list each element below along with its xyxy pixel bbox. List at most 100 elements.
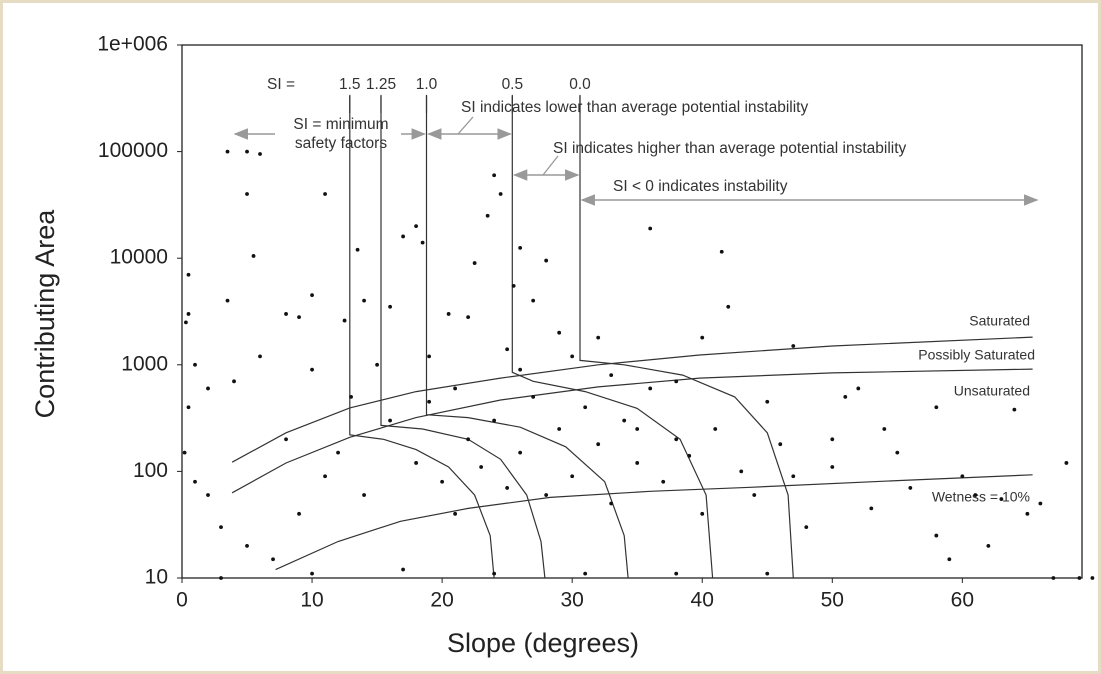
point: [674, 379, 678, 383]
x-tick-label: 60: [951, 589, 974, 612]
point: [544, 493, 548, 497]
annotation: Unsaturated: [954, 383, 1030, 399]
y-tick-label: 1000: [121, 352, 168, 375]
point: [908, 486, 912, 490]
point: [791, 474, 795, 478]
point: [427, 354, 431, 358]
point: [284, 437, 288, 441]
point: [245, 150, 249, 154]
point: [674, 572, 678, 576]
point: [245, 192, 249, 196]
point: [1012, 408, 1016, 412]
point: [492, 419, 496, 423]
point: [570, 474, 574, 478]
point: [570, 354, 574, 358]
point: [323, 474, 327, 478]
point: [245, 544, 249, 548]
point: [1064, 461, 1068, 465]
point: [713, 427, 717, 431]
point: [414, 461, 418, 465]
point: [882, 427, 886, 431]
x-tick-label: 50: [821, 589, 844, 612]
point: [947, 557, 951, 561]
y-tick-label: 10: [145, 566, 168, 589]
point: [343, 319, 347, 323]
annotation: safety factors: [295, 135, 387, 152]
curve-label: 0.5: [502, 76, 524, 93]
x-tick-label: 40: [691, 589, 714, 612]
curve-label: 0.0: [569, 76, 591, 93]
point: [226, 150, 230, 154]
point: [271, 557, 275, 561]
point: [557, 427, 561, 431]
point: [895, 451, 899, 455]
curve: [381, 95, 545, 578]
point: [362, 493, 366, 497]
curves: [232, 95, 1033, 578]
point: [401, 568, 405, 572]
points: [183, 150, 1095, 580]
point: [310, 572, 314, 576]
y-axis-label: Contributing Area: [30, 209, 60, 419]
point: [635, 461, 639, 465]
point: [869, 506, 873, 510]
point: [356, 248, 360, 252]
point: [609, 502, 613, 506]
point: [934, 405, 938, 409]
point: [765, 400, 769, 404]
point: [609, 373, 613, 377]
point: [187, 405, 191, 409]
point: [505, 486, 509, 490]
point: [375, 363, 379, 367]
point: [583, 572, 587, 576]
point: [226, 299, 230, 303]
point: [648, 387, 652, 391]
curve: [232, 369, 1033, 493]
point: [635, 427, 639, 431]
annotation: SI =: [267, 76, 295, 93]
point: [739, 470, 743, 474]
point: [193, 363, 197, 367]
point: [830, 465, 834, 469]
point: [187, 273, 191, 277]
curve-label: Possibly Saturated: [918, 347, 1035, 363]
point: [843, 395, 847, 399]
point: [557, 331, 561, 335]
point: [648, 227, 652, 231]
point: [492, 173, 496, 177]
point: [447, 312, 451, 316]
curve: [232, 337, 1033, 462]
point: [232, 379, 236, 383]
point: [973, 493, 977, 497]
point: [791, 344, 795, 348]
point: [252, 254, 256, 258]
point: [486, 214, 490, 218]
curve: [580, 95, 793, 578]
page: Slope (degrees) Contributing Area 010203…: [0, 0, 1101, 674]
point: [518, 246, 522, 250]
point: [505, 347, 509, 351]
point: [184, 320, 188, 324]
leader-line: [543, 156, 558, 175]
curve-label: 1.0: [416, 76, 438, 93]
point: [466, 437, 470, 441]
point: [499, 192, 503, 196]
point: [310, 293, 314, 297]
point: [183, 451, 187, 455]
point: [297, 512, 301, 516]
point: [414, 224, 418, 228]
point: [453, 387, 457, 391]
point: [1091, 576, 1095, 580]
y-tick-label: 1e+006: [97, 33, 168, 56]
y-tick-label: 10000: [110, 246, 168, 269]
curve: [276, 475, 1033, 570]
point: [427, 400, 431, 404]
annotation: SI indicates lower than average potentia…: [461, 99, 808, 116]
curve-label: 1.25: [366, 76, 396, 93]
point: [804, 525, 808, 529]
point: [518, 368, 522, 372]
point: [401, 235, 405, 239]
point: [336, 451, 340, 455]
point: [219, 525, 223, 529]
